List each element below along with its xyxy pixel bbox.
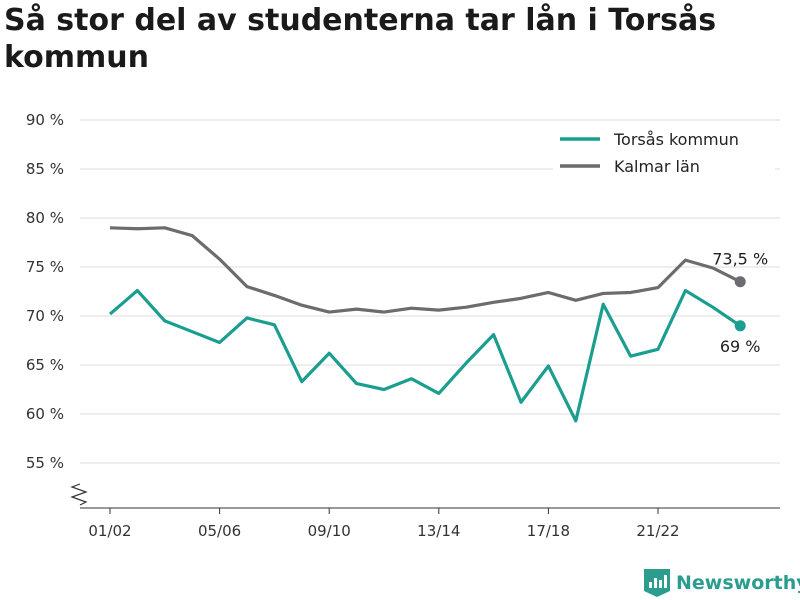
chart-title: Så stor del av studenterna tar lån i Tor…: [4, 3, 717, 75]
brand-logo: Newsworthy: [644, 568, 800, 598]
y-tick-label: 75 %: [26, 258, 64, 276]
y-tick-label: 55 %: [26, 454, 64, 472]
end-value-label: 69 %: [720, 337, 761, 356]
x-tick-label: 17/18: [527, 522, 570, 540]
axis-break-icon: [70, 483, 88, 506]
x-tick-label: 05/06: [198, 522, 241, 540]
series-lines: 69 % 73,5 %: [108, 226, 768, 423]
y-tick-label: 85 %: [26, 160, 64, 178]
x-tick-label: 01/02: [88, 522, 131, 540]
end-point: [734, 276, 746, 288]
brand-name: Newsworthy: [676, 572, 800, 594]
x-tick-label: 09/10: [308, 522, 351, 540]
legend-label: Kalmar län: [614, 157, 700, 176]
x-tick-label: 13/14: [417, 522, 460, 540]
series-line-kalmar: [109, 226, 741, 314]
y-tick-label: 65 %: [26, 356, 64, 374]
y-tick-label: 60 %: [26, 405, 64, 423]
y-tick-label: 90 %: [26, 111, 64, 129]
series-line-torsas: [108, 288, 742, 423]
x-tick-label: 21/22: [636, 522, 679, 540]
y-tick-label: 70 %: [26, 307, 64, 325]
legend: Torsås kommun Kalmar län: [553, 124, 775, 182]
legend-box: [553, 124, 775, 182]
newsworthy-logo-icon: [644, 569, 670, 597]
x-axis-ticks: 01/02 05/06 09/10 13/14 17/18 21/22: [88, 508, 680, 540]
end-value-label: 73,5 %: [712, 250, 768, 269]
y-axis-ticks: 55 % 60 % 65 % 70 % 75 % 80 % 85 % 90 %: [26, 111, 64, 472]
y-tick-label: 80 %: [26, 209, 64, 227]
end-point: [734, 320, 746, 332]
legend-label: Torsås kommun: [613, 130, 739, 149]
